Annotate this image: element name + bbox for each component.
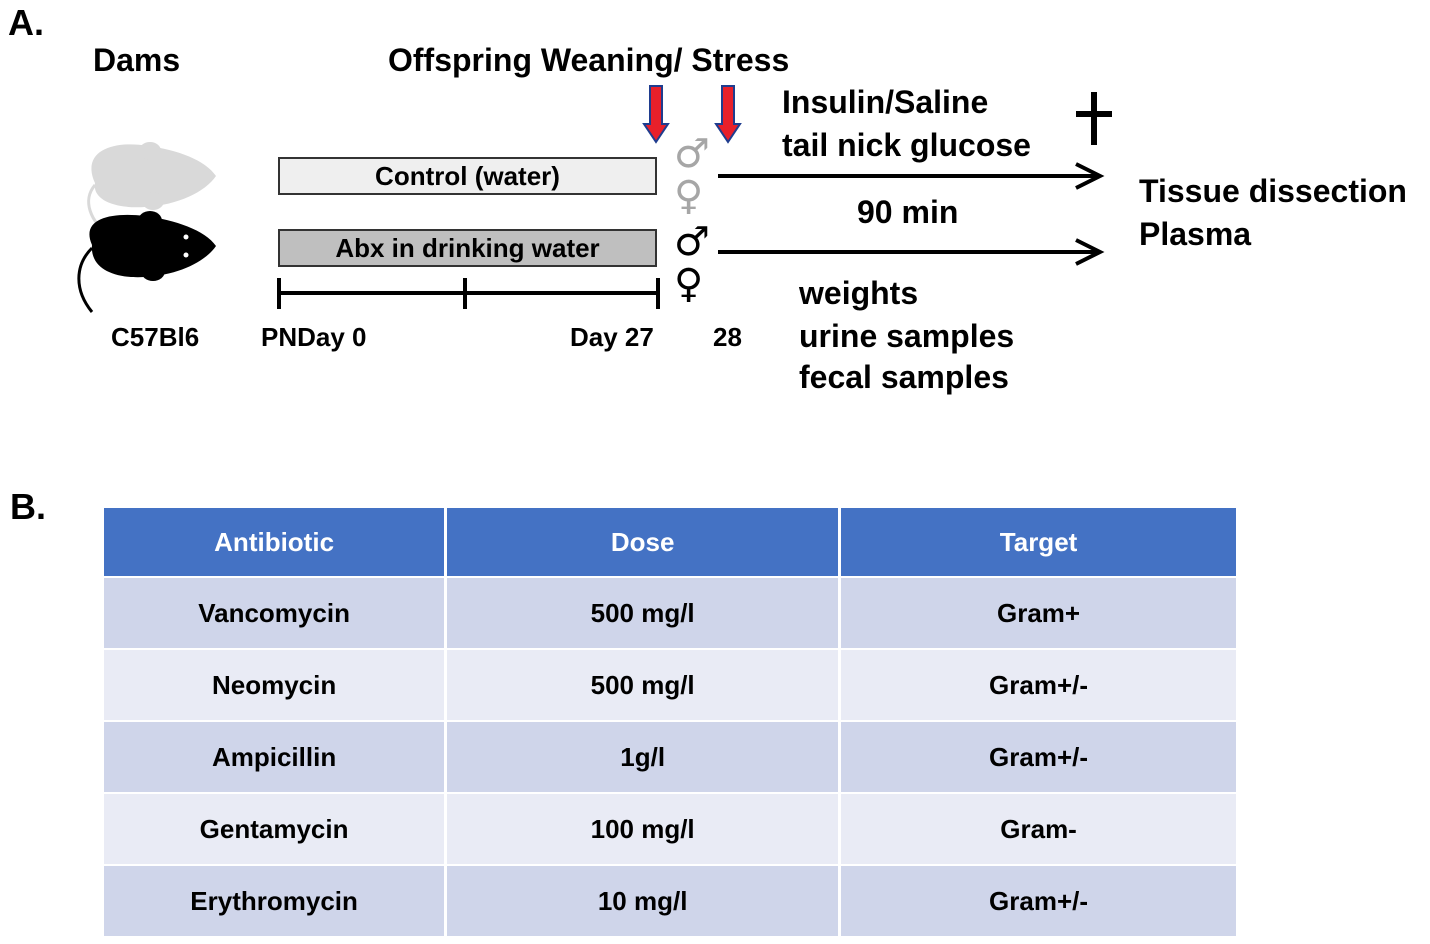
abx-female-icon: ♀ [674, 261, 704, 307]
dams-title: Dams [93, 42, 181, 78]
table-header-row: Antibiotic Dose Target [104, 508, 1236, 576]
antibiotic-cell: Vancomycin [104, 578, 445, 648]
abx-water-bar: Abx in drinking water [278, 229, 657, 267]
abx-male-icon: ♂ [674, 219, 710, 265]
dose-cell: 100 mg/l [444, 794, 839, 864]
dose-cell: 1g/l [444, 722, 839, 792]
strain-label: C57Bl6 [111, 322, 200, 352]
target-cell: Gram+/- [838, 722, 1236, 792]
target-cell: Gram+ [838, 578, 1236, 648]
day0-label: PNDay 0 [261, 322, 367, 352]
tissue-dissection-label: Tissue dissection [1139, 173, 1407, 209]
dose-cell: 500 mg/l [444, 650, 839, 720]
antibiotic-table: Antibiotic Dose Target Vancomycin 500 mg… [104, 508, 1236, 936]
control-water-bar: Control (water) [278, 157, 657, 195]
weights-label: weights [799, 275, 919, 311]
day27-label: Day 27 [570, 322, 654, 352]
antibiotic-cell: Gentamycin [104, 794, 445, 864]
header-dose: Dose [444, 508, 839, 576]
panel-a-label: A. [8, 2, 44, 43]
stress-arrow-icon [714, 85, 742, 144]
control-female-icon: ♀ [674, 173, 704, 219]
control-group-arrow [718, 162, 1105, 190]
abx-bar-label: Abx in drinking water [335, 232, 600, 263]
weaning-arrow-icon [642, 85, 670, 144]
target-cell: Gram+/- [838, 650, 1236, 720]
antibiotic-cell: Erythromycin [104, 866, 445, 936]
sacrifice-cross-icon [1076, 92, 1112, 145]
control-male-icon: ♂ [674, 131, 710, 177]
antibiotic-cell: Ampicillin [104, 722, 445, 792]
glucose-label: tail nick glucose [782, 127, 1031, 163]
target-cell: Gram+/- [838, 866, 1236, 936]
timeline-scale [277, 278, 660, 309]
urine-samples-label: urine samples [799, 318, 1015, 354]
panel-b-label: B. [10, 486, 46, 527]
header-target: Target [838, 508, 1236, 576]
table-row: Erythromycin 10 mg/l Gram+/- [104, 866, 1236, 936]
plasma-label: Plasma [1139, 216, 1252, 252]
day28-label: 28 [713, 322, 742, 352]
abx-group-arrow [718, 238, 1105, 266]
table-row: Ampicillin 1g/l Gram+/- [104, 722, 1236, 792]
control-bar-label: Control (water) [375, 160, 560, 191]
dose-cell: 10 mg/l [444, 866, 839, 936]
abx-mouse-icon [77, 211, 216, 313]
weaning-title: Offspring Weaning/ Stress [388, 42, 790, 78]
control-mouse-icon [87, 142, 216, 237]
table-row: Gentamycin 100 mg/l Gram- [104, 794, 1236, 864]
table-row: Neomycin 500 mg/l Gram+/- [104, 650, 1236, 720]
duration-label: 90 min [857, 194, 959, 230]
insulin-label: Insulin/Saline [782, 84, 989, 120]
header-antibiotic: Antibiotic [104, 508, 445, 576]
target-cell: Gram- [838, 794, 1236, 864]
dose-cell: 500 mg/l [444, 578, 839, 648]
table-row: Vancomycin 500 mg/l Gram+ [104, 578, 1236, 648]
fecal-samples-label: fecal samples [799, 359, 1009, 395]
antibiotic-cell: Neomycin [104, 650, 445, 720]
